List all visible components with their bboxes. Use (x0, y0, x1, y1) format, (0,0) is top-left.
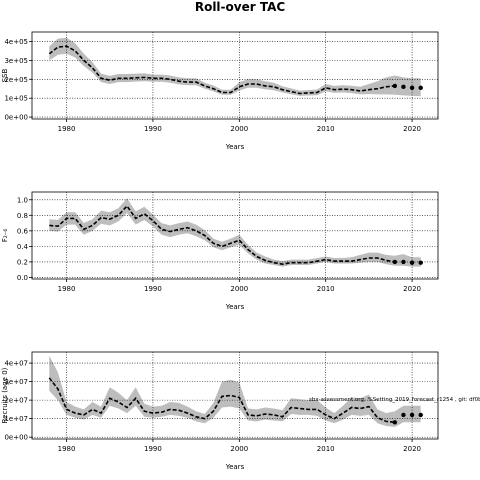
x-tick-label: 2010 (317, 125, 335, 133)
x-tick-label: 2010 (317, 285, 335, 293)
y-tick-label: 0.0 (17, 274, 28, 282)
x-tick-label: 2010 (317, 445, 335, 453)
panel-recruits: 1980 1990 2000 2010 2020 0e+00 1e+07 2e+07 3e+07… (1, 351, 480, 471)
ci-band-forecast (394, 75, 421, 97)
x-tick-label: 1980 (58, 125, 76, 133)
chart-annotation: sbx-assessment.org, %Setting_2019_foreca… (309, 397, 480, 403)
estimate-line (48, 45, 395, 95)
y-tick-label: 4e+05 (4, 38, 28, 46)
x-tick-label: 2020 (403, 285, 421, 293)
forecast-point (418, 260, 423, 265)
forecast-point (401, 259, 406, 265)
ci-band-estimate (49, 37, 395, 96)
x-tick-label: 1980 (58, 445, 76, 453)
y-tick-label: 0e+00 (4, 114, 28, 122)
forecast-point (409, 260, 415, 265)
y-tick-label: 3e+07 (4, 378, 28, 386)
forecast-point (401, 412, 406, 418)
x-tick-label: 1990 (144, 125, 162, 133)
forecast-point (392, 420, 398, 425)
y-tick-label: 0.2 (17, 258, 28, 266)
y-axis-label: SSB (1, 68, 9, 82)
y-tick-label: 2e+05 (4, 76, 28, 84)
y-tick-label: 1e+07 (4, 415, 28, 423)
plot-frame (31, 351, 439, 440)
y-axis-label: Recruits (age 0) (1, 367, 9, 423)
chart-title: Roll-over TAC (194, 0, 286, 14)
y-tick-label: 2e+07 (4, 397, 28, 405)
plot-frame (31, 31, 439, 120)
estimate-line (48, 377, 395, 424)
y-tick-label: 1.0 (17, 196, 28, 204)
ci-band-estimate (49, 355, 395, 427)
ci-band-forecast (394, 405, 421, 427)
forecast-point (418, 85, 423, 90)
forecast-point (392, 83, 398, 89)
x-axis-label: Years (225, 463, 245, 471)
forecast-point (409, 412, 415, 418)
ci-band-estimate (49, 198, 395, 267)
y-tick-label: 1e+05 (4, 95, 28, 103)
y-tick-label: 0.8 (17, 212, 28, 220)
estimate-line (49, 204, 395, 266)
y-axis-label: F₂₋₆ (1, 229, 9, 243)
ci-band-forecast (394, 254, 421, 267)
forecast-point (392, 259, 398, 265)
x-tick-label: 2020 (403, 445, 421, 453)
plot-frame (31, 191, 439, 280)
y-tick-label: 4e+07 (4, 360, 28, 368)
panel-ssb: 1980 1990 2000 2010 2020 0e+00 1e+05 2e+05 3e+05… (1, 31, 439, 151)
x-tick-label: 2020 (403, 125, 421, 133)
x-axis-label: Years (225, 303, 245, 311)
y-tick-label: 0.6 (17, 227, 29, 235)
x-tick-label: 2000 (230, 285, 248, 293)
x-tick-label: 1980 (58, 285, 76, 293)
forecast-point (409, 85, 415, 90)
x-tick-label: 2000 (230, 445, 248, 453)
x-tick-label: 1990 (144, 445, 162, 453)
y-tick-label: 3e+05 (4, 57, 28, 65)
y-tick-label: 0e+00 (4, 434, 28, 442)
x-tick-label: 1990 (144, 285, 162, 293)
panel-f: 1980 1990 2000 2010 2020 0.0 0.2 0.4 0.6 0.8 1.0 Ye… (1, 191, 439, 311)
x-axis-label: Years (225, 143, 245, 151)
forecast-point (418, 412, 423, 418)
y-tick-label: 0.4 (17, 243, 29, 251)
forecast-point (401, 84, 406, 90)
x-tick-label: 2000 (230, 125, 248, 133)
